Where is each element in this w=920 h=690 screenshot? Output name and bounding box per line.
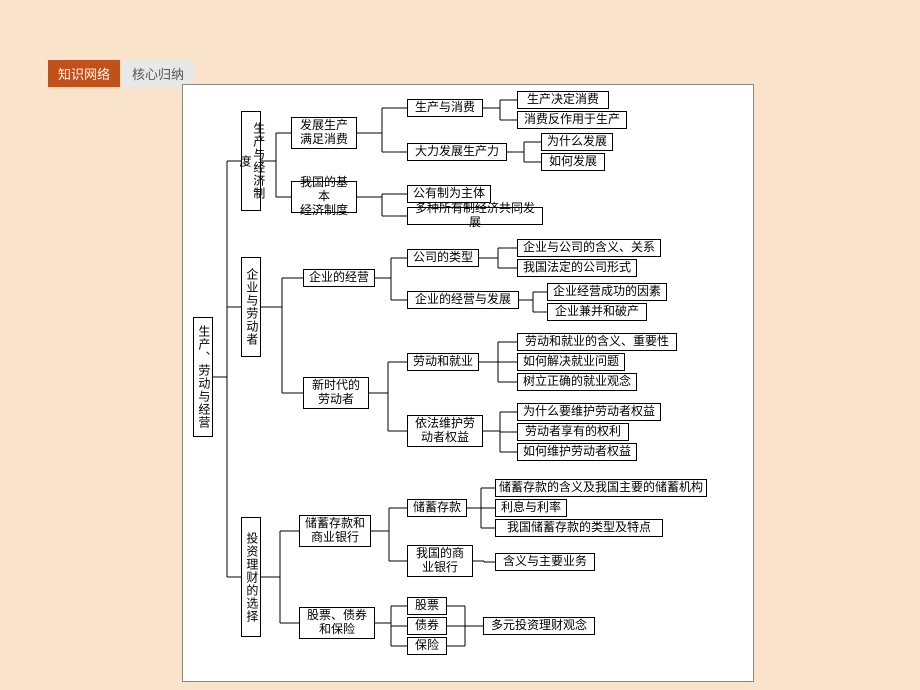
tab-bar: 知识网络 核心归纳 xyxy=(48,60,194,87)
node-v1: 生产与经济制度 xyxy=(241,111,261,211)
node-n1a1b: 消费反作用于生产 xyxy=(517,111,627,129)
node-n3bL: 多元投资理财观念 xyxy=(483,617,595,635)
node-n2b1c: 树立正确的就业观念 xyxy=(517,373,637,391)
node-n1a2: 大力发展生产力 xyxy=(407,143,507,161)
node-n2b2c: 如何维护劳动者权益 xyxy=(517,443,637,461)
node-n1b2: 多种所有制经济共同发展 xyxy=(407,207,543,225)
node-root: 生产、劳动与经营 xyxy=(193,317,213,437)
node-n1a1a: 生产决定消费 xyxy=(517,91,609,109)
node-n2b1: 劳动和就业 xyxy=(407,353,479,371)
tab-core-summary[interactable]: 核心归纳 xyxy=(122,60,194,87)
concept-map: 生产、劳动与经营 生产与经济制度企业与劳动者投资理财的选择 发展生产满足消费我国的基… xyxy=(182,84,754,682)
node-n3a1: 储蓄存款 xyxy=(407,499,467,517)
node-n1b: 我国的基本经济制度 xyxy=(291,181,357,213)
edge-layer xyxy=(183,85,753,681)
node-n2b1a: 劳动和就业的含义、重要性 xyxy=(517,333,677,351)
node-n3a2a: 含义与主要业务 xyxy=(495,553,595,571)
node-n2a2a: 企业经营成功的因素 xyxy=(547,283,667,301)
node-n1a2b: 如何发展 xyxy=(541,153,605,171)
node-n3b3: 保险 xyxy=(407,637,447,655)
node-n2b2a: 为什么要维护劳动者权益 xyxy=(517,403,661,421)
page-root: 知识网络 核心归纳 生产、劳动与经营 生产与经济制度企业与劳动者投资理财的选择 发展… xyxy=(0,0,920,690)
node-n2a1a: 企业与公司的含义、关系 xyxy=(517,239,661,257)
node-n2a1b: 我国法定的公司形式 xyxy=(517,259,637,277)
node-n3b: 股票、债券和保险 xyxy=(299,607,375,639)
node-n1a2a: 为什么发展 xyxy=(541,133,613,151)
node-n3a1a: 储蓄存款的含义及我国主要的储蓄机构 xyxy=(495,479,707,497)
node-n1a1: 生产与消费 xyxy=(407,99,483,117)
node-n2b2: 依法维护劳动者权益 xyxy=(407,415,483,447)
node-n3a1b: 利息与利率 xyxy=(495,499,567,517)
node-n3a1c: 我国储蓄存款的类型及特点 xyxy=(495,519,663,537)
node-n2b1b: 如何解决就业问题 xyxy=(517,353,625,371)
node-n3a: 储蓄存款和商业银行 xyxy=(299,515,371,547)
node-n2a2b: 企业兼并和破产 xyxy=(547,303,647,321)
node-n1a: 发展生产满足消费 xyxy=(291,117,357,149)
node-n2a2: 企业的经营与发展 xyxy=(407,291,519,309)
node-n2a: 企业的经营 xyxy=(303,269,375,287)
node-v3: 投资理财的选择 xyxy=(241,517,261,637)
node-n2b: 新时代的劳动者 xyxy=(303,377,369,409)
node-n2b2b: 劳动者享有的权利 xyxy=(517,423,629,441)
node-n3b1: 股票 xyxy=(407,597,447,615)
node-n2a1: 公司的类型 xyxy=(407,249,479,267)
node-v2: 企业与劳动者 xyxy=(241,257,261,357)
node-n3b2: 债券 xyxy=(407,617,447,635)
tab-knowledge-network[interactable]: 知识网络 xyxy=(48,60,120,87)
node-n3a2: 我国的商业银行 xyxy=(407,545,473,577)
